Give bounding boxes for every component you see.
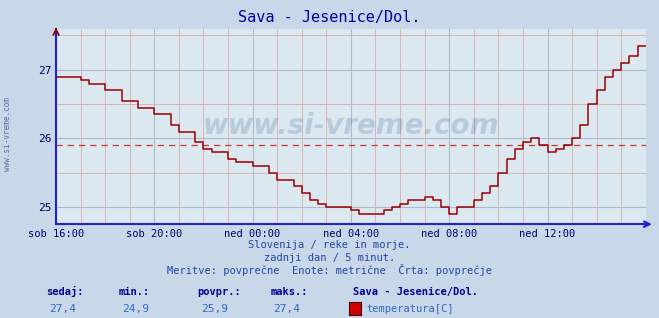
Text: temperatura[C]: temperatura[C] (366, 304, 454, 314)
Text: sedaj:: sedaj: (46, 286, 84, 297)
Text: zadnji dan / 5 minut.: zadnji dan / 5 minut. (264, 252, 395, 263)
Text: www.si-vreme.com: www.si-vreme.com (203, 112, 499, 141)
Text: maks.:: maks.: (270, 287, 308, 297)
Text: 27,4: 27,4 (273, 304, 301, 314)
Text: Slovenija / reke in morje.: Slovenija / reke in morje. (248, 240, 411, 250)
Text: Sava - Jesenice/Dol.: Sava - Jesenice/Dol. (239, 10, 420, 25)
Text: Meritve: povprečne  Enote: metrične  Črta: povprečje: Meritve: povprečne Enote: metrične Črta:… (167, 264, 492, 276)
Text: Sava - Jesenice/Dol.: Sava - Jesenice/Dol. (353, 287, 478, 297)
Text: povpr.:: povpr.: (198, 287, 241, 297)
Text: 27,4: 27,4 (49, 304, 76, 314)
Text: min.:: min.: (119, 287, 150, 297)
Text: www.si-vreme.com: www.si-vreme.com (3, 97, 13, 170)
Text: 24,9: 24,9 (122, 304, 149, 314)
Text: 25,9: 25,9 (201, 304, 228, 314)
